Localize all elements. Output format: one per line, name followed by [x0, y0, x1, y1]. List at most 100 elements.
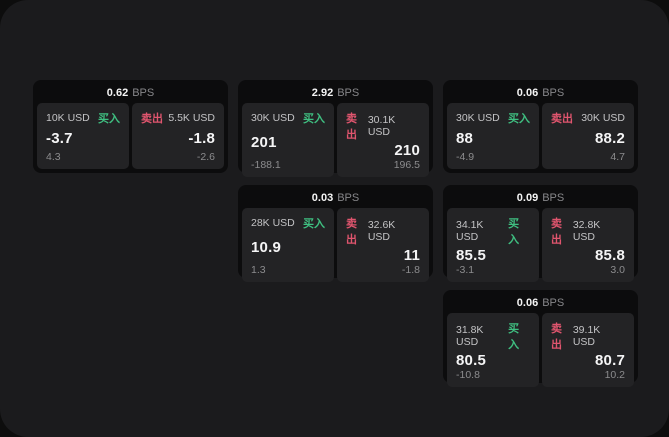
buy-label: 买入: [303, 113, 325, 125]
bps-unit-label: BPS: [132, 87, 155, 99]
card-body: 30K USD 买入 88 -4.9 卖出 30K USD 88.2 4.7: [447, 103, 634, 169]
buy-tile[interactable]: 30K USD 买入 201 -188.1: [242, 103, 334, 177]
buy-sub-value: -3.1: [456, 264, 475, 276]
card-header: 0.03 BPS: [242, 189, 429, 208]
buy-tile-header: 31.8K USD 买入: [456, 320, 530, 352]
sell-sub-value: 3.0: [610, 264, 625, 276]
sell-tile-header: 卖出 5.5K USD: [141, 110, 215, 126]
sell-price: 88.2: [595, 130, 625, 147]
bps-unit-label: BPS: [542, 87, 565, 99]
sell-sub-value: -1.8: [401, 264, 420, 276]
sell-sub-value: 196.5: [393, 159, 420, 171]
buy-price: 10.9: [251, 239, 281, 256]
sell-tile-header: 卖出 32.6K USD: [346, 215, 420, 247]
buy-sub-value: 4.3: [46, 151, 61, 163]
buy-tile-header: 30K USD 买入: [251, 110, 325, 126]
card-body: 28K USD 买入 10.9 1.3 卖出 32.6K USD 11 -1.8: [242, 208, 429, 282]
sell-label: 卖出: [346, 218, 357, 246]
sell-tile-header: 卖出 30.1K USD: [346, 110, 420, 142]
sell-tile[interactable]: 卖出 32.6K USD 11 -1.8: [337, 208, 429, 282]
buy-tile[interactable]: 10K USD 买入 -3.7 4.3: [37, 103, 129, 169]
sell-amount: 32.6K USD: [367, 219, 396, 243]
quote-card-6: 0.06 BPS 31.8K USD 买入 80.5 -10.8 卖出 39.1…: [443, 290, 638, 387]
buy-label: 买入: [508, 113, 530, 125]
buy-amount: 10K USD: [46, 112, 90, 124]
sell-price: 85.8: [595, 247, 625, 264]
sell-label: 卖出: [551, 323, 562, 351]
sell-amount: 30K USD: [581, 112, 625, 124]
buy-amount: 31.8K USD: [456, 324, 484, 348]
card-body: 34.1K USD 买入 85.5 -3.1 卖出 32.8K USD 85.8…: [447, 208, 634, 282]
bps-unit-label: BPS: [542, 297, 565, 309]
buy-sub-value: -10.8: [456, 369, 480, 381]
bps-value: 0.62: [106, 87, 129, 99]
bps-unit-label: BPS: [542, 192, 565, 204]
bps-unit-label: BPS: [337, 87, 360, 99]
sell-tile[interactable]: 卖出 5.5K USD -1.8 -2.6: [132, 103, 224, 169]
buy-amount: 28K USD: [251, 217, 295, 229]
sell-price: 210: [394, 142, 420, 159]
sell-label: 卖出: [551, 218, 562, 246]
card-body: 30K USD 买入 201 -188.1 卖出 30.1K USD 210 1…: [242, 103, 429, 177]
buy-amount: 30K USD: [251, 112, 295, 124]
sell-label: 卖出: [346, 113, 357, 141]
sell-label: 卖出: [551, 113, 573, 125]
quotes-grid: 0.62 BPS 10K USD 买入 -3.7 4.3 卖出 5.5K USD: [33, 80, 638, 387]
buy-price: 80.5: [456, 352, 486, 369]
buy-sub-value: -4.9: [456, 151, 475, 163]
card-header: 2.92 BPS: [242, 84, 429, 103]
card-header: 0.62 BPS: [37, 84, 224, 103]
buy-tile[interactable]: 34.1K USD 买入 85.5 -3.1: [447, 208, 539, 282]
sell-sub-value: 4.7: [610, 151, 625, 163]
quote-card-1: 0.62 BPS 10K USD 买入 -3.7 4.3 卖出 5.5K USD: [33, 80, 228, 173]
buy-sub-value: -188.1: [251, 159, 281, 171]
buy-tile-header: 30K USD 买入: [456, 110, 530, 126]
sell-price: 80.7: [595, 352, 625, 369]
sell-price: -1.8: [188, 130, 215, 147]
buy-label: 买入: [303, 218, 325, 230]
buy-price: -3.7: [46, 130, 73, 147]
card-body: 10K USD 买入 -3.7 4.3 卖出 5.5K USD -1.8 -2.…: [37, 103, 224, 169]
buy-tile[interactable]: 28K USD 买入 10.9 1.3: [242, 208, 334, 282]
card-body: 31.8K USD 买入 80.5 -10.8 卖出 39.1K USD 80.…: [447, 313, 634, 387]
bps-value: 0.06: [516, 87, 539, 99]
sell-amount: 32.8K USD: [572, 219, 601, 243]
bps-unit-label: BPS: [337, 192, 360, 204]
buy-tile-header: 28K USD 买入: [251, 215, 325, 231]
sell-tile-header: 卖出 39.1K USD: [551, 320, 625, 352]
buy-label: 买入: [98, 113, 120, 125]
buy-label: 买入: [508, 323, 520, 351]
quote-card-4: 0.03 BPS 28K USD 买入 10.9 1.3 卖出 32.6K US…: [238, 185, 433, 282]
sell-tile-header: 卖出 30K USD: [551, 110, 625, 126]
buy-tile-header: 34.1K USD 买入: [456, 215, 530, 247]
sell-sub-value: -2.6: [196, 151, 215, 163]
sell-amount: 39.1K USD: [572, 324, 601, 348]
bps-value: 2.92: [311, 87, 334, 99]
bps-value: 0.03: [311, 192, 334, 204]
sell-tile[interactable]: 卖出 30.1K USD 210 196.5: [337, 103, 429, 177]
buy-tile[interactable]: 31.8K USD 买入 80.5 -10.8: [447, 313, 539, 387]
buy-label: 买入: [508, 218, 520, 246]
buy-price: 85.5: [456, 247, 486, 264]
card-header: 0.06 BPS: [447, 294, 634, 313]
buy-price: 88: [456, 130, 474, 147]
sell-price: 11: [403, 247, 420, 264]
card-header: 0.09 BPS: [447, 189, 634, 208]
buy-price: 201: [251, 134, 277, 151]
buy-tile-header: 10K USD 买入: [46, 110, 120, 126]
card-header: 0.06 BPS: [447, 84, 634, 103]
buy-tile[interactable]: 30K USD 买入 88 -4.9: [447, 103, 539, 169]
sell-tile[interactable]: 卖出 39.1K USD 80.7 10.2: [542, 313, 634, 387]
sell-tile[interactable]: 卖出 32.8K USD 85.8 3.0: [542, 208, 634, 282]
buy-sub-value: 1.3: [251, 264, 266, 276]
sell-amount: 30.1K USD: [367, 114, 396, 138]
quote-card-2: 2.92 BPS 30K USD 买入 201 -188.1 卖出 30.1K …: [238, 80, 433, 177]
bps-value: 0.09: [516, 192, 539, 204]
sell-tile-header: 卖出 32.8K USD: [551, 215, 625, 247]
buy-amount: 30K USD: [456, 112, 500, 124]
bps-value: 0.06: [516, 297, 539, 309]
sell-sub-value: 10.2: [604, 369, 625, 381]
sell-tile[interactable]: 卖出 30K USD 88.2 4.7: [542, 103, 634, 169]
buy-amount: 34.1K USD: [456, 219, 484, 243]
